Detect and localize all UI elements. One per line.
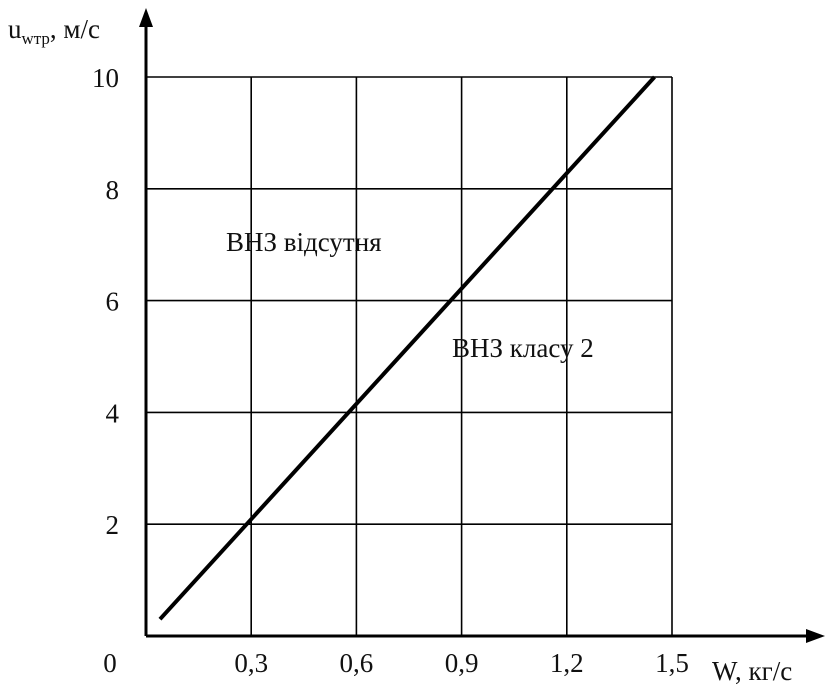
y-tick-label-4: 10 [92,63,119,93]
x-axis-arrow [806,629,825,643]
x-axis-label: W, кг/с [712,656,792,686]
x-tick-label-0: 0,3 [234,648,268,678]
y-axis-label-main: u [8,14,22,44]
grid [146,76,673,636]
y-tick-label-3: 8 [106,175,120,205]
y-tick-label-0: 2 [106,510,120,540]
annotation-class-2: ВНЗ класу 2 [452,333,594,363]
series-layer [158,75,656,621]
y-axis-label: uwтр, м/с [8,14,100,48]
origin-label: 0 [103,648,117,678]
y-tick-label-2: 6 [106,287,120,317]
axes [139,8,825,643]
y-axis-label-unit: , м/с [50,14,100,44]
x-tick-label-3: 1,2 [550,648,584,678]
annotation-no-zone: ВНЗ відсутня [226,227,382,257]
series-line-0 [158,75,656,621]
x-tick-label-1: 0,6 [340,648,374,678]
tick-labels: 0,3 0,6 0,9 1,2 1,5 2 4 6 8 10 [92,63,689,678]
y-axis-arrow [139,8,153,27]
y-axis-label-sub: wтр [22,29,50,48]
x-tick-label-4: 1,5 [655,648,689,678]
x-tick-label-2: 0,9 [445,648,479,678]
y-tick-label-1: 4 [106,398,120,428]
